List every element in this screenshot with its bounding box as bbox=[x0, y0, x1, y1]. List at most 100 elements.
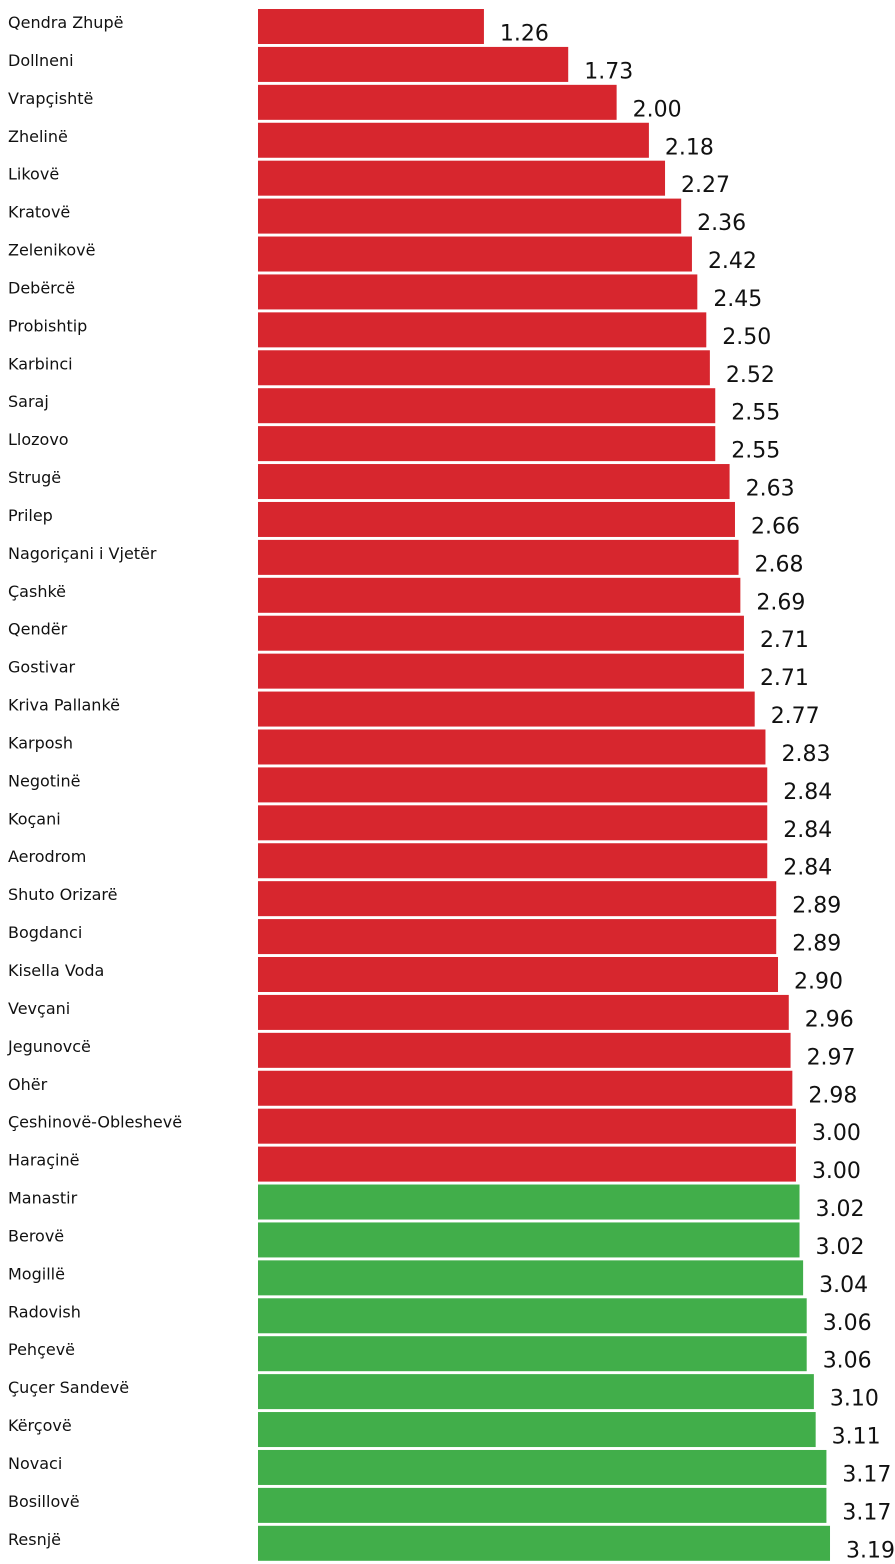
category-label: Çeshinovë-Obleshevë bbox=[8, 1113, 182, 1132]
value-label: 2.97 bbox=[807, 1045, 856, 1070]
value-label: 3.00 bbox=[812, 1159, 861, 1184]
category-label: Pehçevë bbox=[8, 1340, 75, 1359]
value-label: 2.89 bbox=[792, 894, 841, 919]
bar bbox=[258, 236, 692, 272]
category-label: Koçani bbox=[8, 809, 61, 828]
value-label: 2.27 bbox=[681, 173, 730, 198]
category-label: Manastir bbox=[8, 1189, 78, 1208]
bar bbox=[258, 1449, 827, 1485]
value-label: 2.18 bbox=[665, 135, 714, 160]
value-label: 2.55 bbox=[731, 439, 780, 464]
category-label: Prilep bbox=[8, 506, 53, 525]
category-label: Bosillovë bbox=[8, 1492, 80, 1511]
bar bbox=[258, 274, 698, 310]
value-label: 2.89 bbox=[792, 932, 841, 957]
bar bbox=[258, 957, 779, 992]
bar bbox=[258, 9, 484, 44]
category-label: Debërcë bbox=[8, 278, 75, 297]
category-label: Mogillë bbox=[8, 1264, 65, 1283]
bar bbox=[258, 388, 716, 424]
category-label: Kisella Voda bbox=[8, 961, 104, 980]
value-label: 2.84 bbox=[783, 818, 832, 843]
bar bbox=[258, 577, 741, 613]
value-label: 3.17 bbox=[842, 1462, 891, 1487]
value-label: 2.71 bbox=[760, 628, 809, 653]
value-label: 2.90 bbox=[794, 970, 843, 995]
value-label: 3.06 bbox=[823, 1349, 872, 1374]
category-label: Kriva Pallankë bbox=[8, 696, 120, 715]
bar bbox=[258, 1525, 831, 1561]
value-label: 2.45 bbox=[713, 287, 762, 312]
bar bbox=[258, 1374, 814, 1410]
bar bbox=[258, 1032, 791, 1068]
category-label: Llozovo bbox=[8, 430, 69, 449]
bar bbox=[258, 501, 735, 537]
bar bbox=[258, 767, 768, 803]
category-label: Negotinë bbox=[8, 771, 80, 790]
bar bbox=[258, 122, 649, 158]
bar bbox=[258, 1146, 796, 1182]
value-label: 3.10 bbox=[830, 1387, 879, 1412]
category-label: Berovë bbox=[8, 1226, 64, 1245]
category-label: Aerodrom bbox=[8, 847, 86, 866]
bar bbox=[258, 84, 617, 120]
category-label: Dollneni bbox=[8, 51, 74, 70]
bar bbox=[258, 1070, 793, 1106]
category-label: Saraj bbox=[8, 392, 49, 411]
category-label: Bogdanci bbox=[8, 923, 82, 942]
bar bbox=[258, 1487, 827, 1523]
category-label: Gostivar bbox=[8, 658, 76, 677]
bar bbox=[258, 46, 569, 82]
bar bbox=[258, 615, 744, 651]
value-label: 2.50 bbox=[722, 325, 771, 350]
value-label: 3.02 bbox=[816, 1197, 865, 1222]
category-label: Haraçinë bbox=[8, 1151, 79, 1170]
category-label: Karbinci bbox=[8, 354, 73, 373]
category-label: Shuto Orizarë bbox=[8, 885, 117, 904]
bar bbox=[258, 1108, 796, 1144]
value-label: 2.42 bbox=[708, 249, 757, 274]
bar bbox=[258, 464, 730, 500]
category-label: Qendra Zhupë bbox=[8, 13, 123, 32]
bar bbox=[258, 539, 739, 575]
value-label: 3.02 bbox=[816, 1235, 865, 1260]
value-label: 3.17 bbox=[842, 1500, 891, 1525]
value-label: 2.68 bbox=[755, 552, 804, 577]
value-label: 2.77 bbox=[771, 704, 820, 729]
value-label: 2.55 bbox=[731, 401, 780, 426]
value-label: 2.00 bbox=[633, 97, 682, 122]
bar bbox=[258, 919, 777, 955]
category-label: Karposh bbox=[8, 733, 73, 752]
category-label: Probishtip bbox=[8, 316, 87, 335]
category-label: Vevçani bbox=[8, 999, 70, 1018]
bar bbox=[258, 881, 777, 917]
value-label: 2.52 bbox=[726, 363, 775, 388]
category-label: Novaci bbox=[8, 1454, 62, 1473]
value-label: 2.98 bbox=[808, 1083, 857, 1108]
bar bbox=[258, 350, 710, 386]
value-label: 2.96 bbox=[805, 1007, 854, 1032]
category-label: Nagoriçani i Vjetër bbox=[8, 544, 157, 563]
value-label: 2.84 bbox=[783, 856, 832, 881]
value-label: 2.69 bbox=[756, 590, 805, 615]
value-label: 3.00 bbox=[812, 1121, 861, 1146]
value-label: 1.26 bbox=[500, 22, 549, 47]
bar bbox=[258, 729, 766, 765]
category-label: Çuçer Sandevë bbox=[8, 1378, 129, 1397]
value-label: 2.71 bbox=[760, 666, 809, 691]
value-label: 3.11 bbox=[832, 1425, 881, 1450]
category-label: Strugë bbox=[8, 468, 61, 487]
value-label: 1.73 bbox=[584, 59, 633, 84]
bar bbox=[258, 198, 682, 234]
bar bbox=[258, 994, 789, 1030]
bar bbox=[258, 1412, 816, 1448]
bar bbox=[258, 1298, 807, 1334]
bar bbox=[258, 805, 768, 841]
category-label: Radovish bbox=[8, 1302, 81, 1321]
value-label: 3.19 bbox=[846, 1538, 895, 1563]
bar bbox=[258, 1336, 807, 1372]
bar bbox=[258, 653, 744, 689]
category-label: Qendër bbox=[8, 620, 68, 639]
value-label: 3.04 bbox=[819, 1273, 868, 1298]
